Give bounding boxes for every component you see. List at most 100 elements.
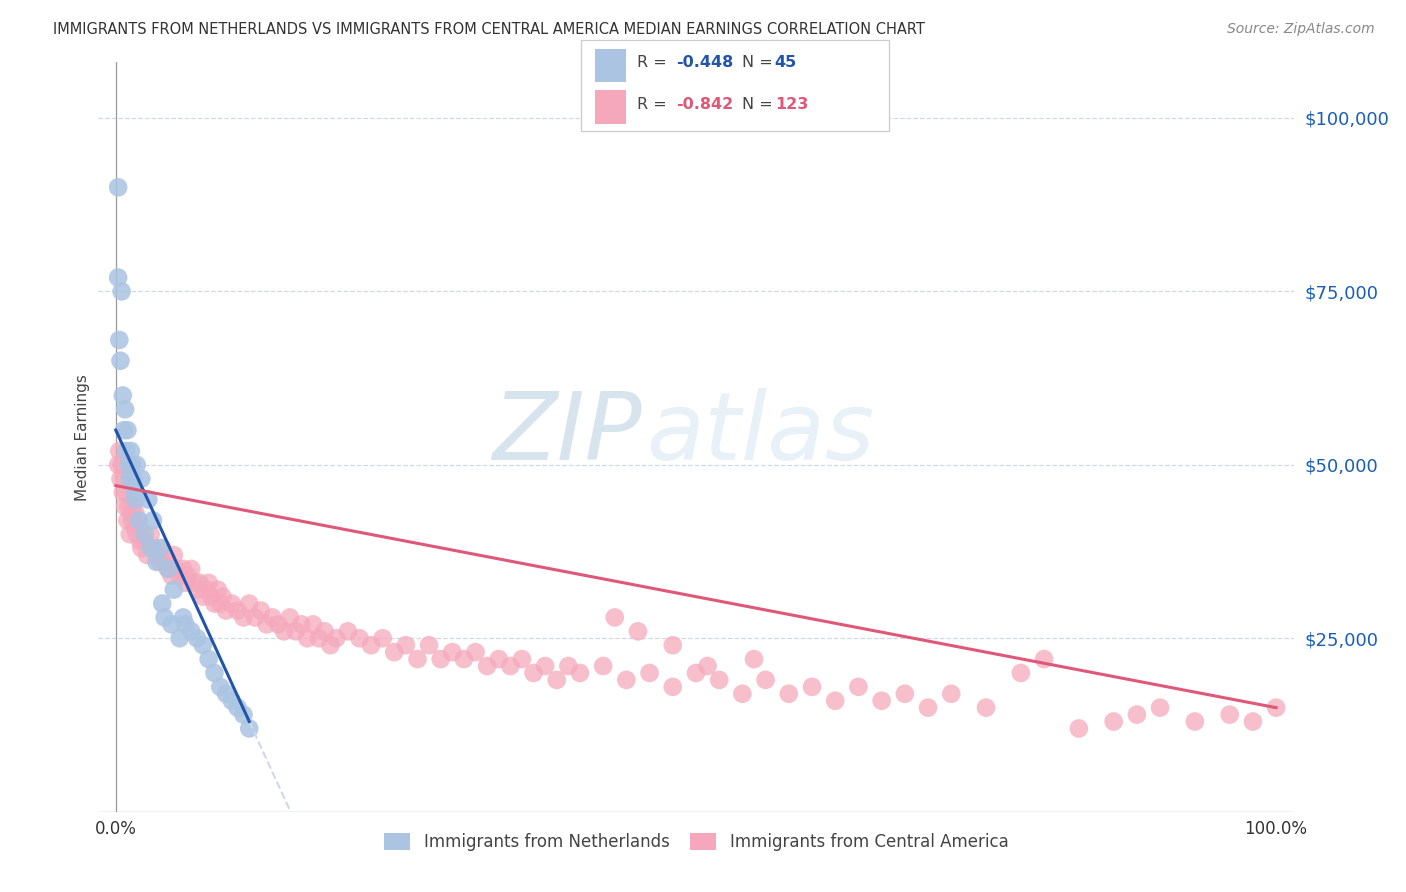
Point — [709, 673, 731, 687]
Point — [1126, 707, 1149, 722]
Point — [125, 527, 148, 541]
Point — [974, 700, 997, 714]
Point — [127, 513, 149, 527]
Point — [1067, 722, 1090, 736]
Point — [163, 548, 186, 562]
Point — [118, 527, 141, 541]
Point — [464, 645, 486, 659]
Point — [297, 632, 319, 646]
Point — [191, 638, 214, 652]
Point — [661, 638, 683, 652]
Point — [1102, 714, 1125, 729]
Point — [267, 617, 290, 632]
Point — [308, 632, 330, 646]
Text: -0.842: -0.842 — [676, 97, 734, 112]
Point — [117, 458, 139, 472]
Point — [453, 652, 475, 666]
Point — [510, 652, 533, 666]
Point — [232, 610, 254, 624]
Point — [941, 687, 963, 701]
Point — [488, 652, 510, 666]
Point — [534, 659, 557, 673]
Point — [243, 610, 266, 624]
Point — [215, 603, 238, 617]
Point — [110, 472, 132, 486]
Point — [226, 603, 249, 617]
Point — [111, 458, 134, 472]
Point — [118, 472, 141, 486]
Point — [107, 270, 129, 285]
Text: ZIP: ZIP — [492, 388, 643, 479]
Point — [211, 590, 233, 604]
Point — [112, 423, 135, 437]
Point — [145, 555, 167, 569]
Point — [325, 632, 347, 646]
Point — [115, 485, 138, 500]
Text: 45: 45 — [775, 55, 797, 70]
Point — [136, 548, 159, 562]
Point — [319, 638, 342, 652]
Point — [371, 632, 394, 646]
Point — [163, 582, 186, 597]
Point — [125, 458, 148, 472]
Point — [139, 527, 162, 541]
Text: atlas: atlas — [645, 388, 875, 479]
Point — [696, 659, 718, 673]
Point — [638, 665, 661, 680]
Point — [200, 590, 222, 604]
Point — [124, 485, 146, 500]
Point — [314, 624, 336, 639]
Text: R =: R = — [637, 55, 666, 70]
Point — [742, 652, 765, 666]
Point — [238, 597, 260, 611]
Point — [614, 673, 637, 687]
Point — [128, 513, 150, 527]
Point — [149, 541, 172, 555]
Point — [111, 485, 134, 500]
Point — [250, 603, 273, 617]
Text: N =: N = — [742, 55, 773, 70]
Point — [1241, 714, 1264, 729]
Point — [117, 513, 139, 527]
Point — [108, 444, 131, 458]
Point — [108, 333, 131, 347]
Point — [186, 582, 208, 597]
Point — [172, 610, 194, 624]
Point — [1219, 707, 1241, 722]
Point — [134, 534, 156, 549]
Point — [204, 597, 226, 611]
Point — [129, 534, 152, 549]
Point — [209, 597, 232, 611]
Point — [197, 652, 219, 666]
Point — [180, 562, 202, 576]
Point — [429, 652, 451, 666]
Point — [1149, 700, 1171, 714]
Point — [117, 500, 139, 514]
Point — [142, 513, 165, 527]
Point — [546, 673, 568, 687]
Point — [174, 617, 197, 632]
Point — [136, 492, 159, 507]
Point — [592, 659, 614, 673]
Point — [870, 694, 893, 708]
Point — [150, 597, 173, 611]
Point — [848, 680, 870, 694]
Point — [139, 541, 162, 555]
Point — [174, 575, 197, 590]
Point — [755, 673, 778, 687]
Point — [627, 624, 650, 639]
Point — [120, 507, 142, 521]
Text: 123: 123 — [775, 97, 808, 112]
Point — [661, 680, 683, 694]
Point — [124, 492, 146, 507]
Text: Source: ZipAtlas.com: Source: ZipAtlas.com — [1227, 22, 1375, 37]
Point — [360, 638, 382, 652]
Point — [1033, 652, 1056, 666]
Point — [221, 694, 243, 708]
Point — [131, 472, 153, 486]
Point — [499, 659, 522, 673]
Point — [169, 632, 191, 646]
Point — [226, 700, 249, 714]
Point — [114, 402, 136, 417]
Point — [124, 520, 146, 534]
